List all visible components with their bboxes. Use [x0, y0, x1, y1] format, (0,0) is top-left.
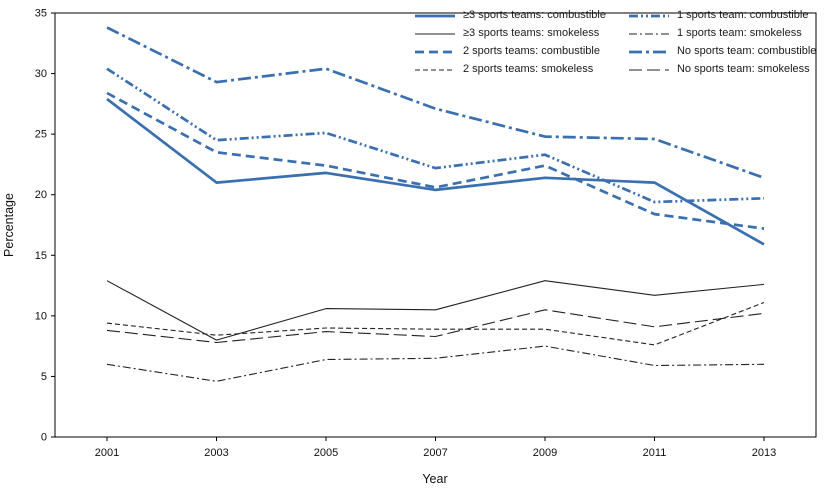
legend-label: 2 sports teams: combustible [463, 45, 600, 57]
y-tick-label: 5 [41, 371, 47, 383]
legend-label: 1 sports team: smokeless [676, 27, 802, 39]
legend-line-sample [415, 68, 455, 71]
x-tick-label: 2005 [314, 447, 338, 459]
y-tick-label: 20 [35, 189, 47, 201]
legend-line-sample [628, 32, 669, 35]
legend-item: 1 sports team: combustible [628, 10, 816, 21]
legend-line-sample [628, 14, 669, 17]
legend-item: 1 sports team: smokeless [628, 28, 816, 39]
x-tick-label: 2003 [204, 447, 228, 459]
legend-line-sample [628, 68, 669, 71]
legend-line-sample [415, 14, 455, 17]
series-line [106, 280, 765, 341]
x-tick-label: 2001 [95, 447, 119, 459]
y-tick-label: 0 [41, 432, 47, 444]
legend-item: No sports team: smokeless [628, 64, 816, 75]
legend-item: ≥3 sports teams: smokeless [414, 28, 606, 39]
series-line [106, 345, 765, 382]
y-tick-label: 25 [35, 129, 47, 141]
y-tick-label: 10 [35, 310, 47, 322]
plot-layer: 0 5 10 15 20 25 30 35 2001 2003 2005 2007 2009 2011 20… [35, 8, 817, 459]
legend-item: No sports team: combustible [628, 46, 816, 57]
legend-label: No sports team: smokeless [676, 63, 810, 75]
legend-line-sample [415, 50, 455, 53]
series-line [106, 67, 765, 204]
y-tick-label: 30 [35, 68, 47, 80]
series-line [106, 301, 765, 346]
x-tick-label: 2011 [643, 447, 667, 459]
y-tick-label: 35 [35, 8, 47, 20]
series-line [106, 26, 765, 180]
legend: ≥3 sports teams: combustible ≥3 sports te… [414, 10, 816, 75]
legend-item: 2 sports teams: smokeless [414, 64, 606, 75]
series-line [106, 91, 765, 230]
legend-label: No sports team: combustible [676, 45, 817, 57]
legend-label: ≥3 sports teams: smokeless [463, 27, 600, 39]
plot-frame [54, 12, 817, 438]
series-line [106, 97, 765, 246]
legend-line-sample [415, 32, 455, 35]
x-tick-label: 2007 [423, 447, 447, 459]
legend-label: 1 sports team: combustible [676, 9, 809, 21]
y-tick-label: 15 [35, 250, 47, 262]
legend-column: ≥3 sports teams: combustible ≥3 sports te… [414, 10, 606, 75]
y-axis-title: Percentage [2, 193, 16, 257]
x-axis-title: Year [422, 472, 447, 486]
legend-label: ≥3 sports teams: combustible [463, 9, 606, 21]
legend-item: 2 sports teams: combustible [414, 46, 606, 57]
legend-item: ≥3 sports teams: combustible [414, 10, 606, 21]
x-tick-label: 2013 [752, 447, 776, 459]
legend-column: 1 sports team: combustible 1 sports team:… [628, 10, 816, 75]
legend-line-sample [628, 50, 669, 53]
series-line [106, 309, 765, 344]
legend-label: 2 sports teams: smokeless [463, 63, 594, 75]
x-tick-label: 2009 [533, 447, 557, 459]
